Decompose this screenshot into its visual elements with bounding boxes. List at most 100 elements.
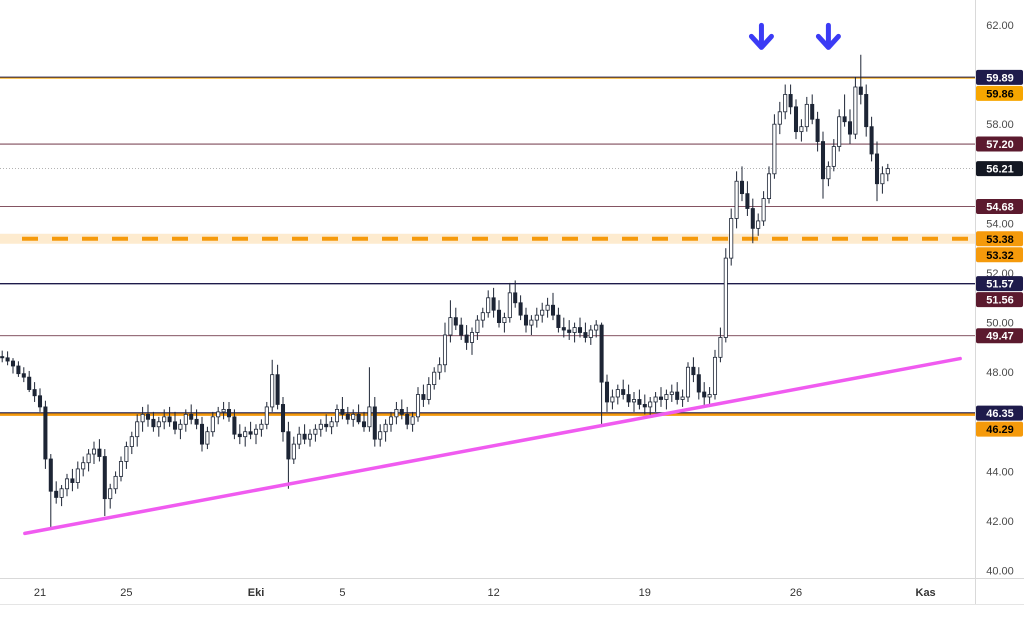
candle <box>761 191 766 226</box>
candle-body <box>739 180 745 195</box>
x-tick-label: Kas <box>916 587 936 599</box>
candle <box>815 111 820 152</box>
candle <box>696 367 701 400</box>
candle <box>820 131 826 199</box>
candle-body <box>70 478 75 483</box>
candle <box>453 307 458 331</box>
candle-body <box>162 416 167 423</box>
candle-body <box>415 394 421 418</box>
candle <box>372 397 377 447</box>
y-tick-label: 48.00 <box>986 367 1014 379</box>
candle-body <box>496 309 502 324</box>
candle-body <box>788 94 793 108</box>
candle-body <box>837 116 842 147</box>
candle <box>718 327 723 363</box>
candle <box>264 401 269 430</box>
candle <box>874 141 880 202</box>
candle-body <box>248 431 253 435</box>
candle <box>810 94 815 125</box>
candle <box>189 404 194 425</box>
candle <box>772 114 777 179</box>
candle-body <box>86 453 91 464</box>
candle-body <box>113 475 118 490</box>
candle <box>86 449 91 472</box>
level-price-label: 49.47 <box>976 328 1023 344</box>
price-label-box <box>976 136 1023 152</box>
candle-body <box>151 418 156 428</box>
candle-body <box>669 391 674 395</box>
candle <box>410 411 415 432</box>
candle-body <box>329 421 334 428</box>
candle <box>426 377 431 405</box>
candle-body <box>550 304 556 316</box>
candle-body <box>372 406 377 440</box>
candle-body <box>777 111 782 125</box>
candle <box>291 436 296 464</box>
candle-body <box>513 292 518 304</box>
price-label-text: 51.56 <box>986 295 1014 307</box>
x-tick-label: 21 <box>34 587 46 599</box>
candle <box>788 84 793 115</box>
candle <box>567 320 572 340</box>
candle-body <box>399 408 404 415</box>
candle <box>858 54 863 105</box>
candle-body <box>27 376 32 390</box>
candle-body <box>216 411 221 418</box>
candle-body <box>108 488 113 500</box>
candle-body <box>604 381 610 403</box>
candle-body <box>469 332 475 343</box>
y-tick-label: 58.00 <box>986 119 1014 131</box>
x-tick-label: 26 <box>790 587 802 599</box>
candle <box>831 139 836 172</box>
candle-body <box>32 389 37 397</box>
candle <box>486 290 491 318</box>
candle <box>145 404 151 427</box>
candle-body <box>172 421 178 430</box>
candle-body <box>664 394 669 400</box>
candle-body <box>264 406 269 425</box>
candle <box>286 421 291 489</box>
candle-body <box>712 356 718 395</box>
price-label-box <box>976 231 1023 247</box>
price-label-text: 59.86 <box>986 88 1014 100</box>
price-label-text: 49.47 <box>986 331 1014 343</box>
candle <box>540 302 545 323</box>
candle <box>799 119 804 142</box>
candle <box>0 350 5 363</box>
level-price-label: 51.56 <box>976 292 1023 308</box>
candle <box>448 300 453 343</box>
candle <box>32 382 37 402</box>
candle <box>793 99 799 140</box>
price-label-text: 51.57 <box>986 279 1014 291</box>
candle <box>637 389 642 410</box>
candle-body <box>567 329 572 333</box>
candle <box>518 295 523 321</box>
candle <box>739 166 745 202</box>
candle <box>43 400 48 469</box>
candle <box>91 441 97 464</box>
candle-body <box>91 448 97 455</box>
candle-body <box>307 433 313 440</box>
candle <box>97 439 102 462</box>
candle-body <box>793 106 799 133</box>
candle-body <box>356 413 361 423</box>
candle <box>313 424 318 442</box>
x-tick-label: 12 <box>487 587 499 599</box>
price-label-text: 53.32 <box>986 250 1014 262</box>
level-price-label: 46.35 <box>976 405 1023 421</box>
candle <box>588 325 593 345</box>
price-label-text: 53.38 <box>986 234 1014 246</box>
candle-body <box>145 413 151 420</box>
candle <box>167 406 172 427</box>
candle <box>194 409 199 430</box>
candle <box>237 424 242 445</box>
candle <box>361 411 367 432</box>
candle-body <box>572 327 577 333</box>
candle-body <box>448 317 453 336</box>
candle <box>118 456 124 482</box>
level-price-label: 54.68 <box>976 199 1023 215</box>
candle <box>156 416 161 437</box>
candle <box>383 419 388 442</box>
